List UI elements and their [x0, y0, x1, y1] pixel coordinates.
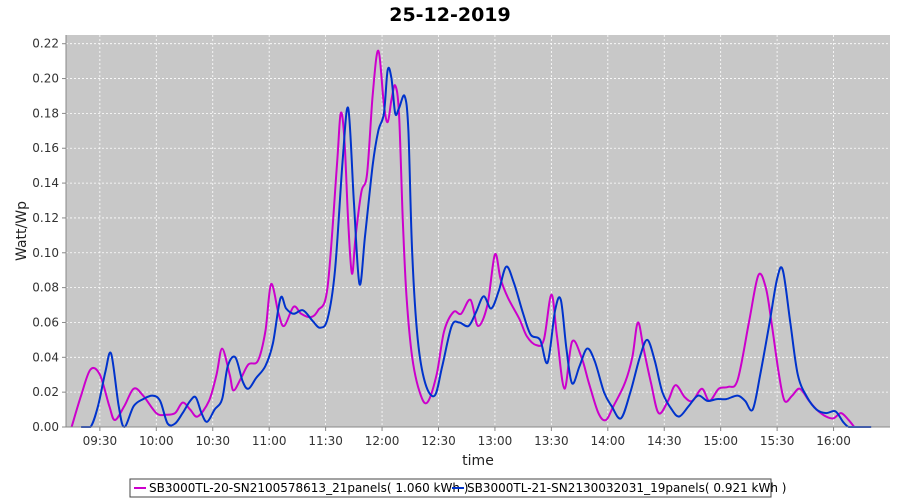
- y-axis-label: Watt/Wp: [14, 201, 30, 261]
- x-axis-label: time: [462, 453, 494, 469]
- legend-label-series-2: SB3000TL-21-SN2130032031_19panels( 0.921…: [467, 481, 786, 495]
- y-tick-label: 0.00: [32, 420, 59, 434]
- y-tick-label: 0.02: [32, 385, 59, 399]
- x-tick-label: 13:30: [534, 434, 569, 448]
- grid-lines: [66, 35, 890, 427]
- x-tick-label: 14:30: [647, 434, 682, 448]
- y-tick-label: 0.16: [32, 141, 59, 155]
- x-tick-label: 09:30: [83, 434, 118, 448]
- x-tick-label: 15:00: [703, 434, 738, 448]
- y-tick-label: 0.22: [32, 37, 59, 51]
- legend-label-series-1: SB3000TL-20-SN2100578613_21panels( 1.060…: [149, 481, 468, 495]
- x-tick-label: 14:00: [591, 434, 626, 448]
- x-tick-label: 11:00: [252, 434, 287, 448]
- series-line-2: [81, 66, 872, 428]
- chart-title: 25-12-2019: [389, 4, 511, 26]
- x-tick-label: 16:00: [816, 434, 851, 448]
- x-tick-label: 11:30: [308, 434, 343, 448]
- y-tick-label: 0.20: [32, 72, 59, 86]
- y-tick-label: 0.08: [32, 281, 59, 295]
- y-tick-label: 0.14: [32, 176, 59, 190]
- y-tick-label: 0.04: [32, 350, 59, 364]
- plot-area: [66, 35, 890, 427]
- legend: SB3000TL-20-SN2100578613_21panels( 1.060…: [129, 478, 786, 498]
- legend-box: [129, 478, 772, 498]
- x-tick-label: 15:30: [760, 434, 795, 448]
- y-ticks: 0.00 0.02 0.04 0.06 0.08 0.10 0.12 0.14 0.16 0.18…: [32, 37, 66, 434]
- series-layer: [70, 49, 872, 428]
- y-tick-label: 0.10: [32, 246, 59, 260]
- x-tick-label: 10:00: [139, 434, 174, 448]
- y-tick-label: 0.18: [32, 106, 59, 120]
- y-tick-label: 0.12: [32, 211, 59, 225]
- x-tick-label: 12:00: [365, 434, 400, 448]
- x-tick-label: 10:30: [195, 434, 230, 448]
- series-line-1: [70, 49, 856, 428]
- y-tick-label: 0.06: [32, 315, 59, 329]
- x-ticks: 09:30 10:00 10:30 11:00 11:30 12:00 12:30 13:00…: [83, 427, 851, 448]
- x-tick-label: 13:00: [478, 434, 513, 448]
- x-tick-label: 12:30: [421, 434, 456, 448]
